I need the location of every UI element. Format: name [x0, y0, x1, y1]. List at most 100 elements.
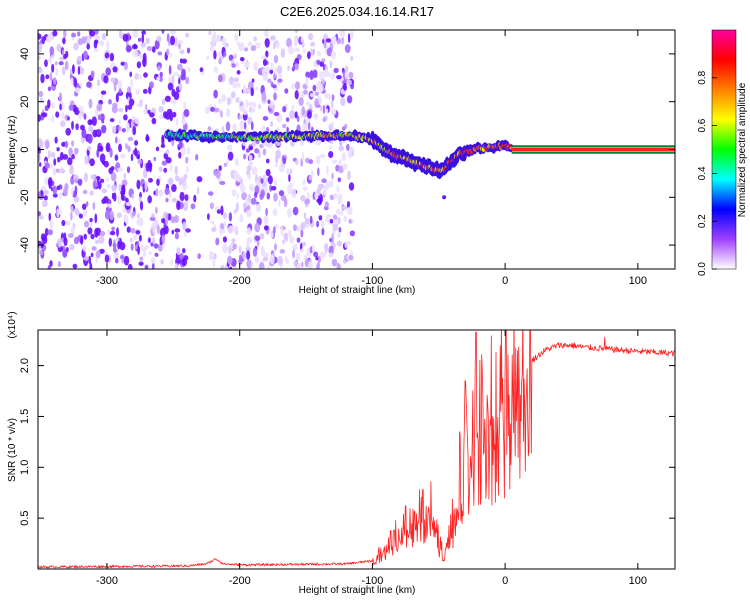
noise-speck [300, 248, 304, 253]
noise-speck [185, 156, 189, 164]
noise-speck [121, 128, 126, 133]
snr-x-tick-label: -100 [361, 575, 383, 587]
noise-speck [310, 41, 316, 47]
noise-speck [151, 117, 157, 125]
noise-speck [316, 188, 319, 193]
noise-speck [243, 202, 247, 210]
noise-speck [267, 265, 270, 269]
noise-speck [98, 145, 104, 152]
noise-speck [316, 140, 322, 146]
noise-speck [183, 224, 186, 230]
noise-speck [184, 194, 189, 202]
snr-xlabel: Height of straight line (km) [299, 585, 416, 596]
noise-speck [47, 33, 54, 40]
noise-speck [41, 36, 45, 45]
noise-speck [168, 52, 173, 58]
noise-speck [49, 220, 54, 230]
noise-speck [262, 58, 267, 67]
noise-speck [254, 86, 259, 91]
noise-speck [246, 227, 252, 235]
noise-speck [52, 77, 57, 85]
noise-speck [289, 235, 295, 244]
noise-speck [258, 262, 265, 269]
noise-speck [109, 210, 114, 221]
noise-speck [223, 51, 227, 58]
noise-speck [50, 151, 56, 158]
noise-speck [350, 30, 354, 40]
noise-speck [329, 60, 333, 69]
noise-speck [163, 167, 167, 173]
noise-speck [350, 56, 354, 61]
noise-speck [67, 116, 70, 121]
noise-speck [267, 175, 273, 185]
noise-speck [232, 243, 237, 250]
noise-speck [117, 167, 123, 172]
noise-speck [246, 169, 251, 176]
noise-speck [219, 227, 223, 236]
noise-speck [289, 168, 293, 175]
noise-speck [185, 165, 189, 174]
noise-speck [136, 240, 140, 247]
noise-speck [161, 30, 165, 34]
noise-speck [69, 244, 75, 251]
noise-speck [261, 55, 265, 61]
noise-speck [44, 177, 49, 186]
noise-speck [44, 162, 50, 169]
noise-speck [117, 80, 123, 90]
noise-speck [185, 32, 190, 38]
noise-speck [152, 224, 156, 235]
noise-speck [254, 148, 260, 154]
noise-speck [317, 167, 320, 177]
noise-speck [210, 106, 215, 112]
noise-speck [254, 191, 258, 199]
noise-speck [276, 113, 283, 123]
noise-speck [164, 187, 170, 195]
noise-speck [87, 146, 92, 151]
noise-speck [109, 147, 113, 158]
noise-speck [317, 50, 321, 57]
noise-speck [78, 213, 83, 219]
noise-speck [344, 240, 348, 249]
noise-speck [221, 125, 224, 132]
noise-speck [78, 105, 84, 112]
noise-speck [226, 157, 229, 165]
noise-speck [78, 112, 83, 120]
noise-speck [138, 217, 144, 228]
snr-background [38, 330, 675, 569]
noise-speck [186, 146, 191, 155]
noise-speck [298, 97, 304, 106]
noise-speck [254, 42, 261, 49]
noise-speck [93, 39, 98, 49]
noise-speck [243, 153, 247, 160]
noise-speck [213, 169, 217, 177]
noise-speck [251, 121, 254, 131]
noise-speck [280, 48, 286, 58]
noise-speck [89, 30, 96, 37]
noise-speck [165, 213, 169, 220]
noise-speck [74, 177, 78, 184]
noise-speck [55, 111, 60, 118]
noise-speck [330, 100, 334, 109]
noise-speck [313, 251, 319, 258]
noise-speck [294, 63, 299, 71]
noise-speck [58, 92, 63, 102]
noise-speck [115, 136, 118, 144]
noise-speck [310, 93, 315, 98]
snr-series-line [38, 330, 675, 569]
noise-speck [246, 210, 252, 218]
noise-speck [300, 194, 306, 202]
noise-speck [73, 196, 80, 203]
noise-speck [246, 165, 252, 171]
noise-speck [117, 240, 121, 250]
noise-speck [303, 89, 308, 95]
noise-speck [123, 114, 128, 121]
noise-speck [330, 73, 336, 80]
noise-speck [306, 192, 311, 200]
noise-speck [74, 185, 78, 195]
noise-speck [265, 50, 269, 58]
noise-speck [347, 33, 351, 43]
noise-speck [175, 175, 180, 182]
noise-speck [333, 67, 339, 74]
noise-speck [144, 245, 149, 250]
noise-speck [62, 154, 69, 160]
